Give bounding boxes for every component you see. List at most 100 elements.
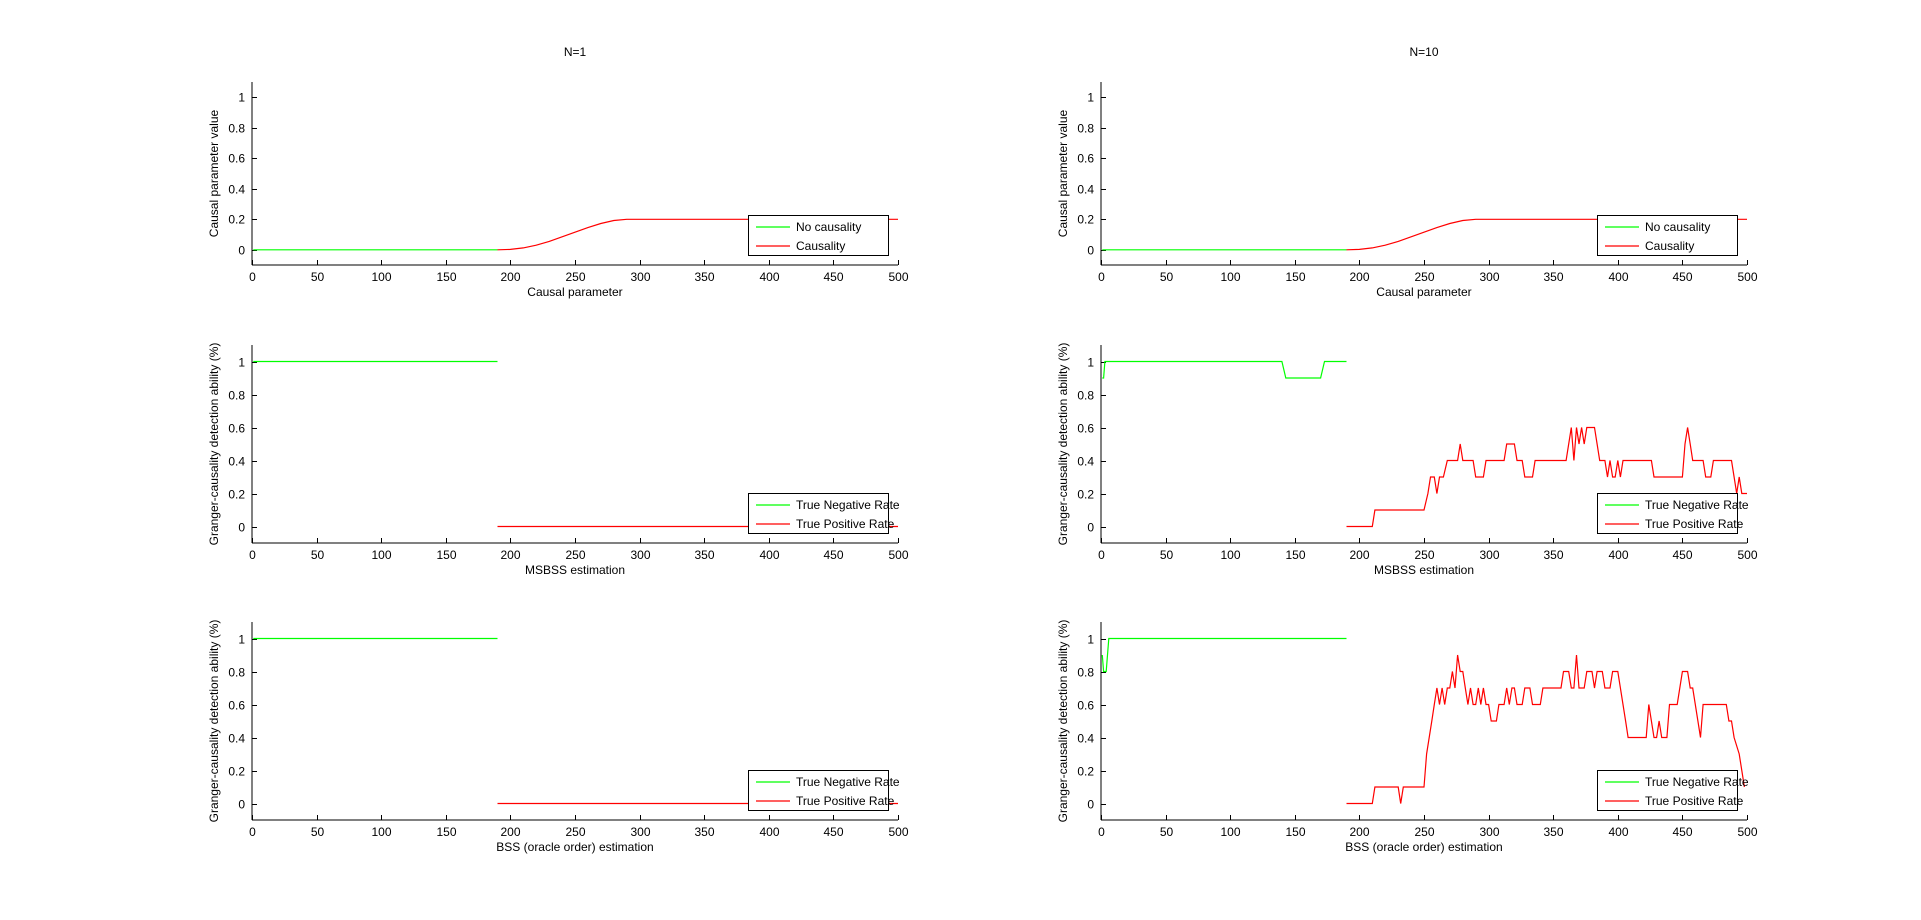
x-tick-label: 200 (500, 825, 520, 839)
legend-label: True Negative Rate (796, 498, 900, 512)
y-tick-label: 0 (1087, 798, 1094, 812)
y-tick-label: 0.4 (1077, 732, 1094, 746)
series-line-red (1346, 218, 1747, 251)
chart-n10-bss: 0 50 100 150 200 250 300 350 400 450 500 0 0.2 0.4 0.6… (1056, 620, 1758, 854)
legend-label: True Positive Rate (796, 517, 895, 531)
series-line-green (1101, 637, 1347, 673)
chart-n1-bss: 0 50 100 150 200 250 300 350 400 450 500 0 0.2 0.4 0.6… (207, 620, 909, 854)
x-tick-label: 350 (694, 825, 714, 839)
x-tick-label: 500 (888, 548, 908, 562)
x-tick-label: 400 (759, 548, 779, 562)
legend-label: True Negative Rate (796, 775, 900, 789)
x-tick-label: 0 (249, 825, 256, 839)
x-tick-label: 400 (759, 270, 779, 284)
x-tick-label: 300 (1479, 825, 1499, 839)
y-tick-label: 0.4 (1077, 455, 1094, 469)
x-tick-label: 0 (249, 548, 256, 562)
x-tick-label: 450 (823, 825, 843, 839)
x-axis-label: MSBSS estimation (1374, 563, 1474, 577)
x-axis-label: Causal parameter (527, 285, 622, 299)
legend: True Negative Rate True Positive Rate (748, 770, 900, 811)
y-tick-label: 0.8 (1077, 666, 1094, 680)
legend-box (748, 770, 889, 811)
x-tick-label: 200 (1349, 548, 1369, 562)
x-tick-label: 300 (1479, 270, 1499, 284)
series-line-red (497, 218, 898, 251)
x-tick-label: 250 (1414, 825, 1434, 839)
x-tick-label: 450 (1672, 825, 1692, 839)
x-tick-label: 100 (1220, 825, 1240, 839)
y-tick-label: 0.8 (228, 122, 245, 136)
x-tick-label: 250 (565, 270, 585, 284)
x-tick-label: 350 (694, 548, 714, 562)
x-tick-label: 250 (565, 825, 585, 839)
x-tick-label: 50 (311, 548, 325, 562)
x-tick-label: 150 (436, 270, 456, 284)
y-tick-label: 0.2 (228, 213, 245, 227)
x-tick-label: 350 (1543, 825, 1563, 839)
series-line-red (1346, 426, 1747, 528)
y-tick-label: 0.8 (1077, 122, 1094, 136)
y-axis-label: Granger-causality detection ability (%) (1056, 620, 1070, 823)
y-tick-label: 1 (1087, 91, 1094, 105)
legend-label: True Positive Rate (796, 794, 895, 808)
legend-label: True Negative Rate (1645, 498, 1749, 512)
y-tick-label: 0.2 (228, 765, 245, 779)
y-tick-label: 0.8 (228, 666, 245, 680)
x-tick-label: 150 (1285, 548, 1305, 562)
y-tick-label: 0.2 (228, 488, 245, 502)
chart-n1-causal: 0 50 100 150 200 250 300 350 400 450 500 0 0.2 0.4 0.6… (207, 45, 909, 299)
x-tick-label: 400 (1608, 548, 1628, 562)
y-tick-label: 0.4 (228, 183, 245, 197)
x-tick-label: 350 (1543, 270, 1563, 284)
y-axis-label: Granger-causality detection ability (%) (1056, 343, 1070, 546)
y-axis-label: Causal parameter value (1056, 109, 1070, 237)
x-tick-label: 300 (630, 548, 650, 562)
y-tick-label: 0.4 (1077, 183, 1094, 197)
y-tick-label: 1 (238, 91, 245, 105)
y-axis-label: Granger-causality detection ability (%) (207, 620, 221, 823)
x-tick-label: 150 (436, 548, 456, 562)
y-tick-label: 0.6 (228, 152, 245, 166)
x-tick-label: 350 (1543, 548, 1563, 562)
y-axis-label: Causal parameter value (207, 109, 221, 237)
x-tick-label: 250 (1414, 548, 1434, 562)
y-tick-label: 0.6 (1077, 422, 1094, 436)
x-tick-label: 0 (1098, 270, 1105, 284)
y-tick-label: 1 (238, 356, 245, 370)
y-tick-label: 0.6 (228, 422, 245, 436)
legend-box (1597, 493, 1738, 534)
x-tick-label: 450 (1672, 548, 1692, 562)
y-tick-label: 1 (1087, 356, 1094, 370)
y-tick-label: 0.8 (1077, 389, 1094, 403)
y-tick-label: 0 (1087, 244, 1094, 258)
x-tick-label: 200 (1349, 270, 1369, 284)
chart-title: N=10 (1409, 45, 1438, 59)
y-tick-label: 1 (238, 633, 245, 647)
chart-n1-msbss: 0 50 100 150 200 250 300 350 400 450 500 0 0.2 0.4 0.6… (207, 343, 909, 577)
chart-n10-msbss: 0 50 100 150 200 250 300 350 400 450 500 0 0.2 0.4 0.6… (1056, 343, 1758, 577)
x-tick-label: 500 (1737, 825, 1757, 839)
x-tick-label: 50 (1160, 270, 1174, 284)
y-tick-label: 0 (238, 521, 245, 535)
x-tick-label: 100 (1220, 548, 1240, 562)
x-tick-label: 100 (371, 270, 391, 284)
y-tick-label: 0 (238, 244, 245, 258)
x-tick-label: 450 (823, 270, 843, 284)
legend: True Negative Rate True Positive Rate (1597, 493, 1749, 534)
y-axis-label: Granger-causality detection ability (%) (207, 343, 221, 546)
legend-label: Causality (796, 239, 845, 253)
x-tick-label: 150 (1285, 825, 1305, 839)
x-axis-label: BSS (oracle order) estimation (1345, 840, 1502, 854)
y-tick-label: 0.2 (1077, 765, 1094, 779)
x-tick-label: 250 (1414, 270, 1434, 284)
x-tick-label: 50 (1160, 825, 1174, 839)
legend-box (1597, 770, 1738, 811)
legend: No causality Causality (748, 215, 889, 256)
x-tick-label: 0 (1098, 548, 1105, 562)
x-tick-label: 300 (630, 825, 650, 839)
x-tick-label: 50 (311, 270, 325, 284)
legend: True Negative Rate True Positive Rate (1597, 770, 1749, 811)
chart-n10-causal: 0 50 100 150 200 250 300 350 400 450 500 0 0.2 0.4 0.6… (1056, 45, 1758, 299)
x-tick-label: 100 (1220, 270, 1240, 284)
